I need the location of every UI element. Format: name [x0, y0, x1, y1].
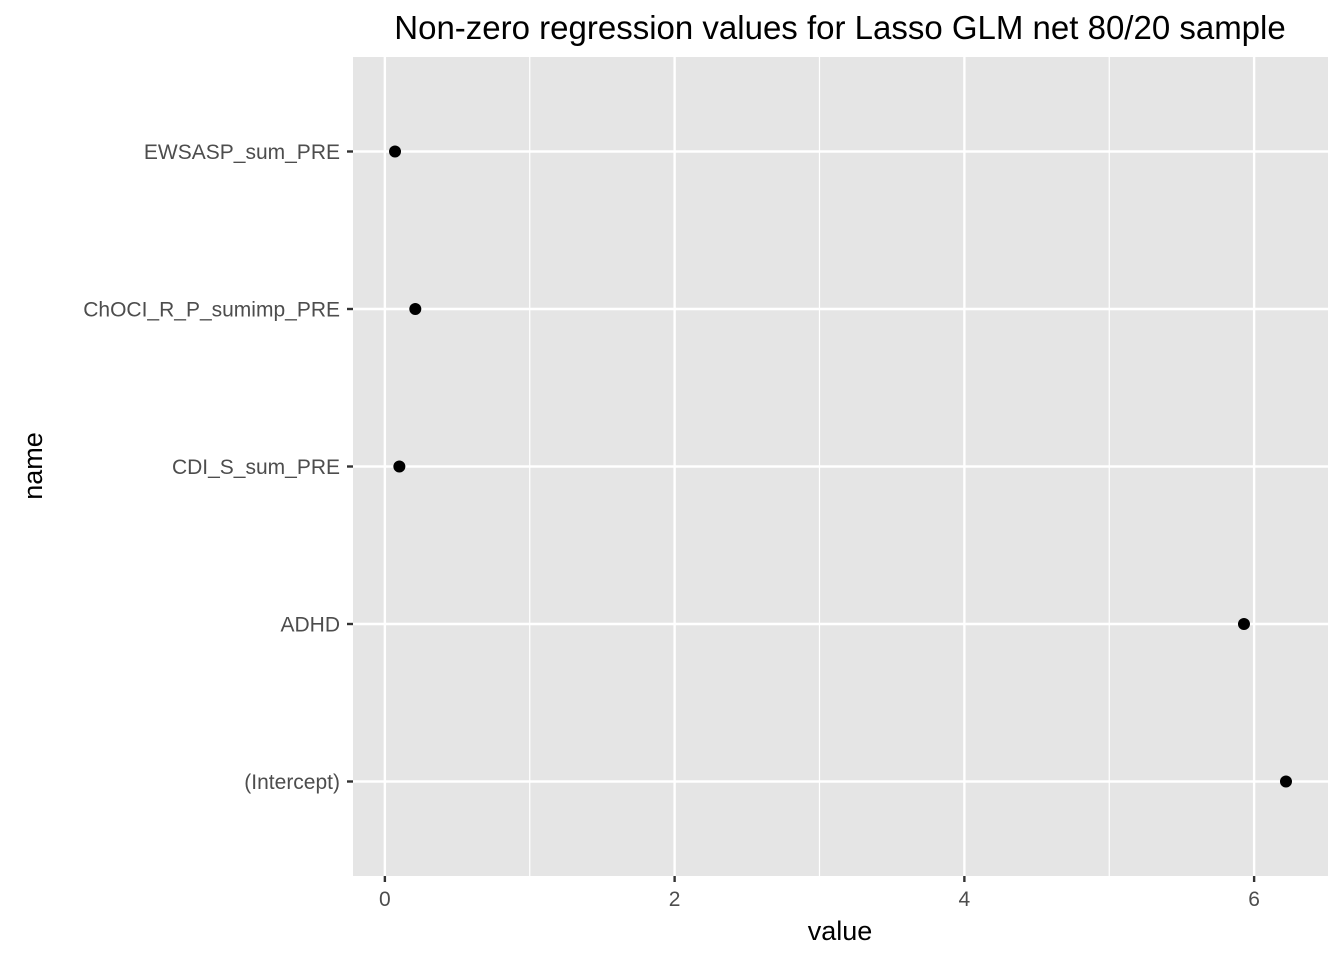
- data-point: [1237, 618, 1250, 630]
- y-tick-label: (Intercept): [244, 771, 340, 794]
- y-tick-label: ADHD: [280, 614, 340, 637]
- x-tick-label: 0: [379, 888, 391, 911]
- y-axis-title: name: [18, 432, 48, 500]
- x-tick-label: 6: [1248, 888, 1260, 911]
- y-tick-label: ChOCI_R_P_sumimp_PRE: [83, 299, 340, 322]
- y-tick-label: CDI_S_sum_PRE: [172, 456, 340, 479]
- major-gridlines: [353, 57, 1328, 876]
- data-point: [389, 145, 402, 158]
- data-point: [1279, 775, 1292, 788]
- x-tick-label: 4: [959, 888, 971, 911]
- chart-title: Non-zero regression values for Lasso GLM…: [394, 9, 1285, 46]
- data-points: [389, 145, 1292, 788]
- y-axis: (Intercept) ADHD CDI_S_sum_PRE ChOCI_R_P_su…: [83, 141, 353, 794]
- x-axis-title: value: [808, 916, 873, 946]
- x-axis: 0 2 4 6: [379, 876, 1260, 911]
- data-point: [409, 303, 422, 315]
- y-tick-label: EWSASP_sum_PRE: [144, 141, 340, 164]
- data-point: [393, 460, 406, 473]
- x-tick-label: 2: [669, 888, 681, 911]
